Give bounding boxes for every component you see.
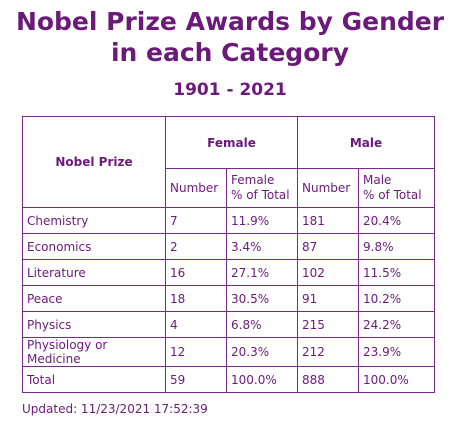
- header-male-pct-line1: Male: [363, 173, 392, 187]
- cell-category: Literature: [22, 259, 166, 286]
- cell-female-number: 59: [165, 366, 227, 393]
- cell-category: Peace: [22, 285, 166, 312]
- header-female-number: Number: [165, 168, 227, 208]
- table-row: Peace 18 30.5% 91 10.2%: [22, 285, 435, 312]
- title-line-1: Nobel Prize Awards by Gender: [15, 7, 445, 36]
- cell-male-pct: 24.2%: [358, 311, 435, 338]
- cell-female-pct: 6.8%: [226, 311, 298, 338]
- cell-category: Total: [22, 366, 166, 393]
- header-male-number: Number: [297, 168, 359, 208]
- cell-female-number: 16: [165, 259, 227, 286]
- cell-female-pct: 100.0%: [226, 366, 298, 393]
- title-line-2: in each Category: [110, 38, 350, 67]
- page-title: Nobel Prize Awards by Gender in each Cat…: [0, 6, 460, 68]
- cell-female-pct: 3.4%: [226, 233, 298, 260]
- cell-male-number: 91: [297, 285, 359, 312]
- cell-male-number: 102: [297, 259, 359, 286]
- page-subtitle: 1901 - 2021: [173, 80, 287, 100]
- updated-timestamp: Updated: 11/23/2021 17:52:39: [22, 402, 208, 416]
- cell-male-pct: 10.2%: [358, 285, 435, 312]
- cell-female-pct: 11.9%: [226, 207, 298, 234]
- header-female-pct-line1: Female: [231, 173, 275, 187]
- cell-male-pct: 23.9%: [358, 337, 435, 367]
- cell-male-pct: 20.4%: [358, 207, 435, 234]
- header-female-pct-line2: % of Total: [231, 188, 290, 202]
- header-female-pct: Female % of Total: [226, 168, 298, 208]
- cell-female-pct: 27.1%: [226, 259, 298, 286]
- table-row: Physics 4 6.8% 215 24.2%: [22, 311, 435, 338]
- cell-male-number: 888: [297, 366, 359, 393]
- table-row: Literature 16 27.1% 102 11.5%: [22, 259, 435, 286]
- cell-female-pct: 20.3%: [226, 337, 298, 367]
- header-male-pct: Male % of Total: [358, 168, 435, 208]
- cell-category: Physiology or Medicine: [22, 337, 166, 367]
- cell-male-pct: 11.5%: [358, 259, 435, 286]
- table-row: Chemistry 7 11.9% 181 20.4%: [22, 207, 435, 234]
- cell-female-number: 7: [165, 207, 227, 234]
- table-body: Chemistry 7 11.9% 181 20.4% Economics 2 3.4% 87 9…: [22, 207, 435, 393]
- cell-female-pct: 30.5%: [226, 285, 298, 312]
- cell-female-number: 4: [165, 311, 227, 338]
- table-row: Economics 2 3.4% 87 9.8%: [22, 233, 435, 260]
- table-row: Total 59 100.0% 888 100.0%: [22, 366, 435, 393]
- cell-category: Chemistry: [22, 207, 166, 234]
- cell-female-number: 12: [165, 337, 227, 367]
- cell-male-pct: 100.0%: [358, 366, 435, 393]
- cell-male-number: 212: [297, 337, 359, 367]
- cell-female-number: 18: [165, 285, 227, 312]
- nobel-gender-table: Nobel Prize Female Male Number Female % …: [22, 116, 435, 393]
- header-male: Male: [297, 116, 435, 169]
- table-row: Physiology or Medicine 12 20.3% 212 23.9%: [22, 337, 435, 367]
- cell-category: Physics: [22, 311, 166, 338]
- cell-female-number: 2: [165, 233, 227, 260]
- header-female: Female: [165, 116, 298, 169]
- header-nobel-prize: Nobel Prize: [22, 116, 166, 208]
- cell-male-number: 87: [297, 233, 359, 260]
- cell-male-pct: 9.8%: [358, 233, 435, 260]
- cell-category: Economics: [22, 233, 166, 260]
- header-male-pct-line2: % of Total: [363, 188, 422, 202]
- cell-male-number: 181: [297, 207, 359, 234]
- cell-male-number: 215: [297, 311, 359, 338]
